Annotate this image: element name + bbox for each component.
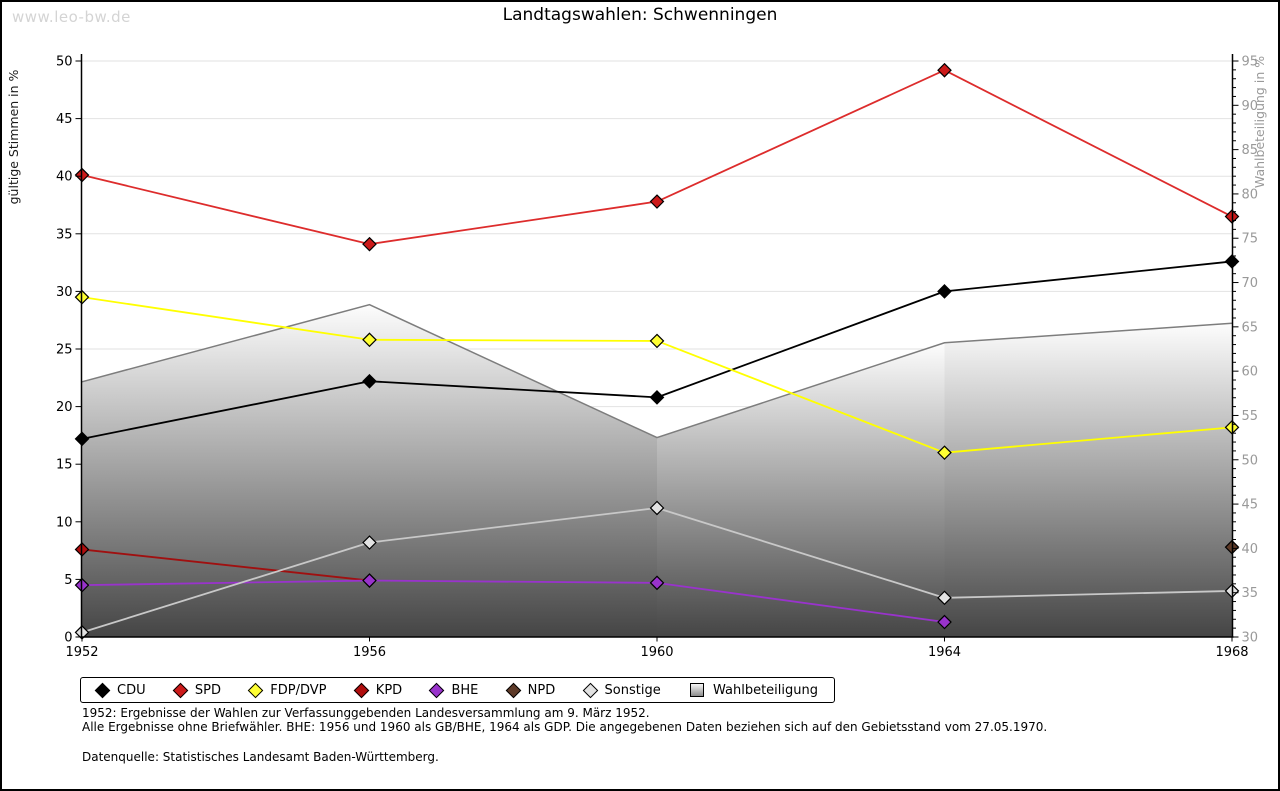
legend-item-cdu: CDU xyxy=(94,682,146,698)
legend-label: BHE xyxy=(451,682,479,698)
marker-cdu-1964 xyxy=(937,284,952,299)
y-axis-title-left: gültige Stimmen in % xyxy=(6,69,21,204)
chart-legend: CDU SPD FDP/DVP KPD BHE NPD Sonstige Wahlbeteil… xyxy=(80,677,835,703)
series-sonstige xyxy=(74,500,1240,640)
x-tick-label-1968: 1968 xyxy=(1215,645,1248,660)
series-cdu xyxy=(74,254,1240,447)
y-right-tick-label: 70 xyxy=(1242,276,1259,291)
data-source-note: Datenquelle: Statistisches Landesamt Bad… xyxy=(82,750,439,764)
y-left-tick-label: 35 xyxy=(56,227,73,242)
x-tick-label-1952: 1952 xyxy=(65,645,98,660)
y-right-tick-label: 75 xyxy=(1242,232,1259,247)
footnote-line-1: 1952: Ergebnisse der Wahlen zur Verfassu… xyxy=(82,706,650,720)
legend-label: CDU xyxy=(117,682,146,698)
legend-item-npd: NPD xyxy=(505,682,556,698)
x-tick-label-1956: 1956 xyxy=(353,645,386,660)
footnote-line-2: Alle Ergebnisse ohne Briefwähler. BHE: 1… xyxy=(82,719,1048,734)
marker-spd-1960 xyxy=(649,194,665,209)
x-axis: 1952 1956 1960 1964 1968 xyxy=(65,637,1249,660)
y-axis-title-right: Wahlbeteiligung in % xyxy=(1252,56,1267,188)
marker-sonstige-1964 xyxy=(937,590,952,606)
legend-label: Sonstige xyxy=(604,682,661,698)
x-tick-label-1964: 1964 xyxy=(928,645,961,660)
legend-diamond-icon xyxy=(94,682,111,698)
marker-cdu-1956 xyxy=(362,373,377,389)
watermark: www.leo-bw.de xyxy=(12,8,131,26)
y-left-tick-label: 20 xyxy=(56,400,73,415)
legend-diamond-icon xyxy=(505,682,521,698)
marker-cdu-1960 xyxy=(649,390,665,405)
y-left-tick-label: 40 xyxy=(56,170,73,185)
y-left-tick-label: 15 xyxy=(56,458,73,473)
series-fdp-dvp xyxy=(74,289,1240,461)
marker-bhe-1964 xyxy=(937,614,952,630)
legend-label: FDP/DVP xyxy=(270,682,327,698)
y-left-tick-label: 25 xyxy=(56,343,73,358)
y-left-tick-label: 30 xyxy=(56,285,73,300)
y-left-tick-label: 45 xyxy=(56,112,73,127)
y-right-tick-label: 90 xyxy=(1242,99,1259,114)
election-line-chart: 0 5 10 15 20 25 30 35 40 45 50 30 35 40 45 50 55 60 65 70 75… xyxy=(6,54,1267,660)
y-right-tick-label: 60 xyxy=(1242,365,1259,380)
marker-fdp-dvp-1956 xyxy=(362,332,377,348)
y-right-tick-label: 45 xyxy=(1242,498,1259,513)
series-wahlbeteiligung-area xyxy=(81,303,1233,637)
marker-spd-1964 xyxy=(937,62,952,78)
series-spd xyxy=(74,62,1240,252)
marker-spd-1956 xyxy=(362,236,377,252)
series-bhe xyxy=(74,573,952,630)
footnotes: 1952: Ergebnisse der Wahlen zur Verfassu… xyxy=(82,706,1048,734)
y-right-tick-label: 35 xyxy=(1242,586,1259,601)
y-left-tick-label: 0 xyxy=(64,631,72,646)
legend-item-spd: SPD xyxy=(172,682,221,698)
marker-bhe-1956 xyxy=(362,573,377,588)
legend-item-fdp-dvp: FDP/DVP xyxy=(248,682,327,698)
page-title: Landtagswahlen: Schwenningen xyxy=(502,5,778,25)
y-left-tick-label: 50 xyxy=(56,55,73,70)
y-left-tick-label: 10 xyxy=(56,515,73,530)
legend-label: KPD xyxy=(375,682,403,698)
y-right-tick-label: 40 xyxy=(1242,542,1259,557)
wahlbeteiligung-edge-line xyxy=(81,303,1233,439)
legend-diamond-icon xyxy=(248,682,264,698)
y-axis-left: 0 5 10 15 20 25 30 35 40 45 50 xyxy=(56,55,82,646)
legend-diamond-icon xyxy=(172,682,189,698)
legend-item-sonstige: Sonstige xyxy=(582,682,661,698)
marker-sonstige-1960 xyxy=(649,500,665,516)
legend-label: NPD xyxy=(527,682,556,698)
y-axis-right: 30 35 40 45 50 55 60 65 70 75 80 85 90 95 xyxy=(1232,55,1259,646)
legend-diamond-icon xyxy=(353,682,370,698)
legend-square-icon xyxy=(689,683,704,697)
x-tick-label-1960: 1960 xyxy=(640,645,673,660)
legend-item-wahlbeteiligung: Wahlbeteiligung xyxy=(689,682,818,698)
y-right-tick-label: 55 xyxy=(1242,409,1259,424)
legend-diamond-icon xyxy=(429,682,445,698)
legend-label: Wahlbeteiligung xyxy=(712,682,818,698)
marker-fdp-dvp-1960 xyxy=(649,333,665,349)
y-right-tick-label: 95 xyxy=(1242,55,1259,70)
y-right-tick-label: 50 xyxy=(1242,453,1259,468)
y-right-tick-label: 65 xyxy=(1242,320,1259,335)
legend-label: SPD xyxy=(194,682,221,698)
marker-sonstige-1956 xyxy=(362,535,377,550)
legend-diamond-icon xyxy=(582,682,598,698)
y-left-tick-label: 5 xyxy=(64,573,72,588)
y-right-tick-label: 80 xyxy=(1242,187,1259,202)
marker-fdp-dvp-1964 xyxy=(937,445,952,461)
y-right-tick-label: 30 xyxy=(1242,631,1259,646)
legend-item-bhe: BHE xyxy=(429,682,479,698)
marker-bhe-1960 xyxy=(649,575,665,591)
y-right-tick-label: 85 xyxy=(1242,143,1259,158)
axes: 0 5 10 15 20 25 30 35 40 45 50 30 35 40 45 50 55 60 65 70 75… xyxy=(56,54,1258,660)
legend-item-kpd: KPD xyxy=(353,682,403,698)
